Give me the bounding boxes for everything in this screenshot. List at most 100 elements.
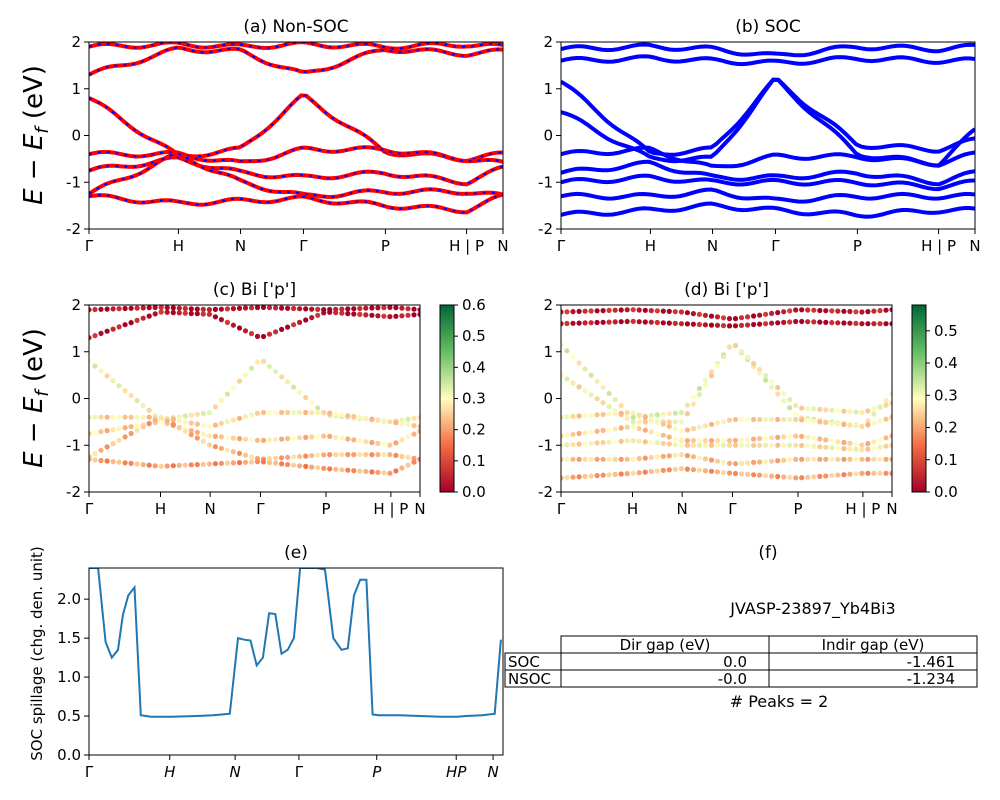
projection-point: [666, 411, 672, 417]
projection-point: [411, 306, 417, 312]
projection-point: [738, 460, 745, 466]
projection-point: [696, 392, 703, 398]
projection-point: [291, 454, 297, 460]
projection-point: [672, 442, 678, 448]
projection-point: [279, 409, 285, 416]
projection-point: [134, 414, 140, 420]
projection-point: [375, 469, 381, 475]
projection-point: [781, 457, 787, 463]
projection-point: [122, 460, 128, 466]
projection-point: [576, 308, 582, 314]
panel-title: (b) SOC: [735, 17, 801, 37]
projection-point: [871, 456, 877, 462]
projection-point: [279, 374, 285, 380]
projection-point: [266, 409, 273, 416]
projection-point: [871, 420, 877, 426]
projection-point: [630, 318, 636, 324]
projection-point: [678, 321, 685, 327]
x-tick-label: P: [372, 763, 382, 781]
table-cell: [768, 669, 978, 688]
projection-point: [817, 319, 823, 325]
projection-point: [799, 417, 805, 423]
projection-point: [769, 378, 775, 385]
projection-point: [684, 427, 691, 433]
projection-point: [883, 321, 889, 327]
projection-point: [381, 418, 387, 424]
table-value: -1.461: [907, 653, 955, 671]
projection-point: [98, 429, 104, 435]
projection-point: [89, 456, 92, 462]
x-tick-label: H: [173, 237, 184, 255]
projection-point: [405, 454, 411, 460]
projection-point: [642, 307, 648, 313]
projection-point: [303, 463, 309, 469]
projection-point: [726, 438, 733, 444]
projection-point: [720, 315, 727, 321]
colorbar-tick-label: 0.5: [934, 322, 958, 340]
projection-point: [847, 440, 853, 446]
projection-point: [122, 322, 128, 328]
projection-point: [212, 444, 218, 450]
projection-point: [285, 409, 291, 416]
projection-point: [212, 314, 218, 320]
projection-point: [89, 307, 92, 313]
projection-point: [230, 417, 236, 423]
projection-point: [684, 310, 691, 316]
x-tick-label: Γ: [295, 763, 304, 781]
projection-point: [417, 311, 420, 317]
projection-point: [726, 460, 733, 466]
projection-point: [841, 421, 847, 428]
projection-point: [576, 320, 582, 326]
projection-point: [769, 384, 775, 390]
panel-title: (e): [284, 543, 308, 563]
projection-point: [648, 454, 654, 461]
projection-point: [303, 306, 309, 312]
projection-point: [561, 433, 564, 439]
projection-point: [242, 305, 249, 311]
projection-point: [140, 424, 146, 430]
projection-point: [630, 414, 636, 420]
projection-point: [128, 460, 134, 466]
projection-point: [104, 444, 110, 450]
projection-point: [751, 313, 757, 319]
projection-point: [696, 311, 703, 317]
projection-point: [254, 305, 261, 311]
projection-point: [624, 318, 630, 325]
projection-point: [248, 454, 255, 460]
projection-point: [315, 409, 321, 416]
projection-point: [769, 458, 775, 464]
projection-point: [648, 468, 654, 475]
plot-area: [561, 307, 892, 481]
plot-frame: [560, 304, 893, 493]
projection-point: [236, 450, 243, 456]
projection-point: [696, 455, 703, 461]
projection-point: [564, 414, 570, 420]
projection-point: [345, 436, 351, 442]
projection-point: [315, 465, 321, 471]
projection-point: [327, 433, 333, 439]
projection-point: [309, 306, 315, 312]
projection-point: [618, 471, 624, 477]
projection-point: [871, 470, 877, 476]
projection-point: [690, 426, 697, 432]
projection-point: [660, 440, 666, 447]
projection-point: [642, 414, 648, 420]
projection-point: [871, 445, 877, 451]
y-tick-label: 1: [71, 80, 81, 98]
projection-point: [387, 314, 393, 320]
projection-point: [726, 344, 733, 350]
projection-point: [877, 308, 883, 314]
projection-point: [387, 452, 393, 458]
projection-point: [630, 438, 636, 444]
projection-point: [823, 444, 829, 450]
projection-point: [847, 308, 853, 315]
projection-point: [417, 456, 420, 462]
colorbar-tick-label: 0.0: [934, 483, 958, 501]
projection-point: [146, 305, 152, 311]
projection-point: [757, 436, 763, 442]
projection-point: [666, 434, 672, 440]
x-tick-label: N: [497, 237, 508, 255]
band-line-overlay: [89, 193, 503, 214]
projection-point: [732, 316, 739, 322]
projection-point: [805, 307, 811, 313]
